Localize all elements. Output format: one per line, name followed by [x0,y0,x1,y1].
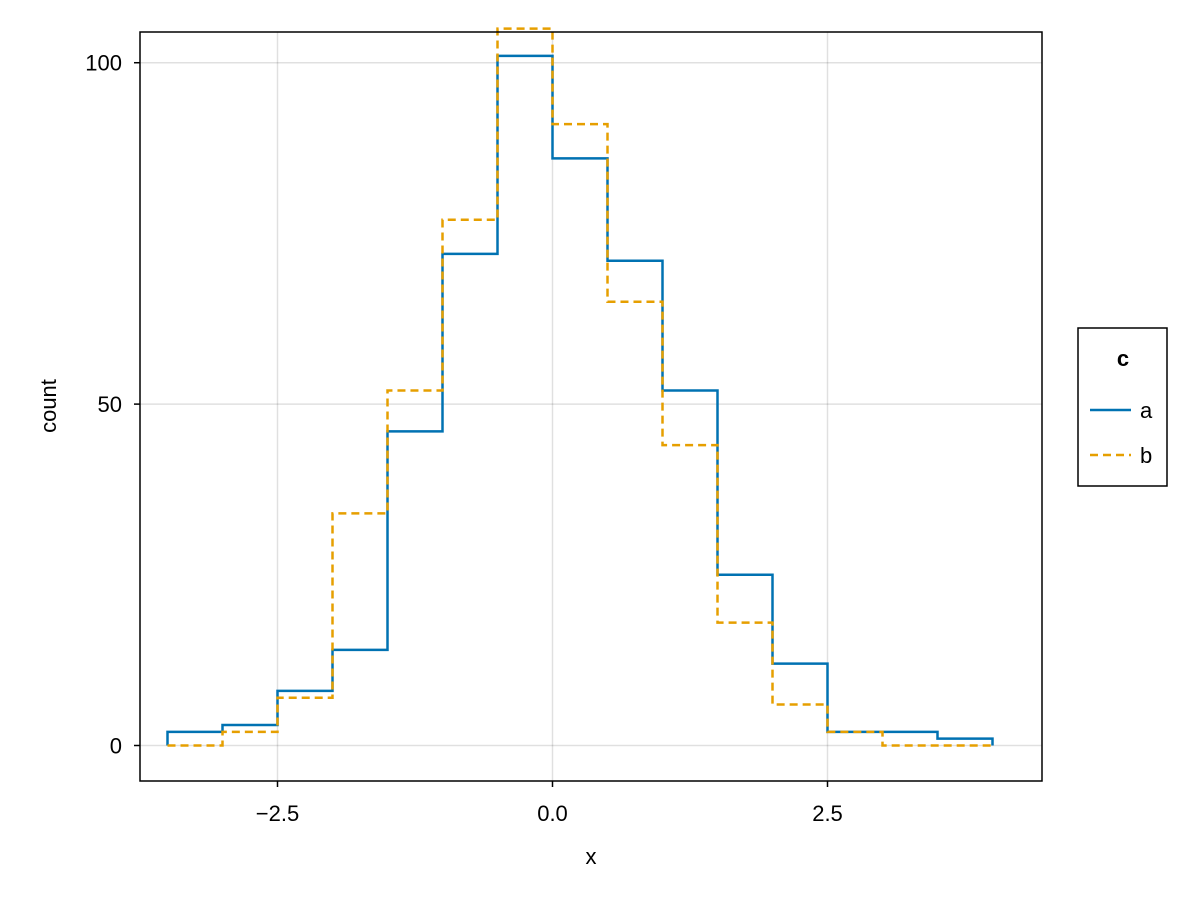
tick-layer: −2.5 0.0 2.5 0 50 100 [85,51,843,826]
series-layer [166,27,994,747]
legend-label-a: a [1140,398,1153,423]
y-axis-label: count [36,379,61,433]
x-tick-label: −2.5 [256,801,299,826]
grid-layer [140,32,1042,781]
x-tick-label: 0.0 [537,801,568,826]
legend: c a b [1077,327,1168,487]
plot-frame [139,31,1043,782]
x-tick-label: 2.5 [812,801,843,826]
legend-label-b: b [1140,443,1152,468]
y-tick-label: 0 [110,733,122,758]
y-tick-label: 100 [85,51,122,76]
y-tick-label: 50 [98,392,122,417]
series-a-line [166,54,994,746]
legend-title: c [1117,346,1129,371]
x-axis-label: x [586,844,597,869]
legend-frame [1077,327,1168,487]
series-b-line [167,27,993,747]
